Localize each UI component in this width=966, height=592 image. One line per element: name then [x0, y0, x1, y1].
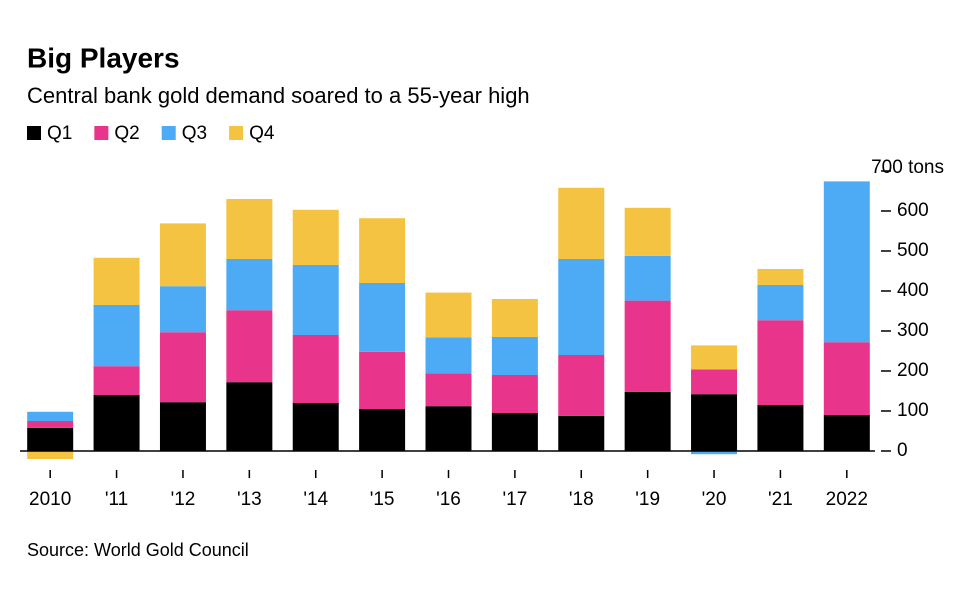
bar-segment [292, 209, 339, 265]
bar-segment [27, 421, 74, 428]
legend-swatch [27, 126, 41, 140]
bar-segment [624, 207, 671, 256]
x-tick-label: '19 [635, 489, 660, 510]
bar-segment [159, 332, 206, 403]
legend-label: Q3 [182, 123, 207, 144]
y-tick-label: 700 tons [871, 157, 944, 178]
legend-label: Q4 [249, 123, 275, 144]
bar-segment [359, 283, 406, 352]
x-tick-label: '13 [237, 489, 262, 510]
y-tick-label: 200 [897, 360, 929, 381]
bar-segment [691, 369, 738, 395]
bar-segment [159, 286, 206, 333]
bar-segment [691, 394, 738, 451]
bar-segment [359, 351, 406, 409]
bar-segment [359, 409, 406, 451]
bar-segment [425, 373, 472, 407]
x-tick-label: '21 [768, 489, 793, 510]
y-tick-label: 100 [897, 400, 929, 421]
x-tick-label: '11 [105, 489, 128, 510]
bar-segment [558, 355, 605, 416]
bar-segment [425, 292, 472, 338]
bar-segment [757, 405, 804, 451]
bar-segment [159, 402, 206, 451]
y-tick-label: 300 [897, 320, 929, 341]
legend-swatch [229, 126, 244, 140]
bar-segment [226, 310, 273, 383]
bar-segment [93, 257, 140, 305]
bar-segment [624, 300, 671, 392]
bar-segment [823, 415, 870, 451]
bar-segment [491, 299, 538, 337]
bar-segment [558, 187, 605, 259]
x-tick-label: '17 [503, 489, 528, 510]
bar-segment [757, 269, 804, 285]
bar-segment [359, 218, 406, 283]
x-tick-label: '14 [303, 489, 328, 510]
x-tick-label: '16 [436, 489, 461, 510]
y-tick-label: 500 [897, 240, 929, 261]
bar-segment [226, 199, 273, 259]
bar-segment [226, 259, 273, 311]
bar-segment [292, 335, 339, 403]
x-tick-label: '18 [569, 489, 594, 510]
bar-segment [425, 406, 472, 451]
bar-segment [624, 391, 671, 451]
bar-segment [757, 320, 804, 405]
legend-label: Q2 [114, 123, 139, 144]
bar-segment [93, 395, 140, 451]
bar-segment [93, 305, 140, 367]
y-tick-label: 0 [897, 440, 908, 461]
bar-segment [823, 181, 870, 343]
chart-title: Big Players [27, 42, 180, 73]
bar-segment [491, 337, 538, 375]
bar-segment [292, 403, 339, 451]
legend-swatch [161, 126, 176, 140]
y-tick-label: 600 [897, 200, 929, 221]
x-tick-label: '12 [171, 489, 196, 510]
bar-segment [491, 375, 538, 413]
x-tick-label: '20 [702, 489, 727, 510]
bar-segment [27, 411, 74, 421]
bar-segment [691, 345, 738, 370]
bar-segment [425, 337, 472, 374]
legend-label: Q1 [47, 123, 72, 144]
bar-segment [27, 427, 74, 451]
bar-segment [93, 366, 140, 395]
legend-swatch [94, 126, 109, 140]
bar-segment [226, 382, 273, 451]
bar-segment [159, 223, 206, 287]
y-tick-label: 400 [897, 280, 929, 301]
chart-subtitle: Central bank gold demand soared to a 55-… [27, 83, 530, 108]
source: Source: World Gold Council [27, 540, 249, 560]
bar-segment [823, 342, 870, 415]
bar-segment [27, 451, 74, 459]
bar-segment [491, 413, 538, 451]
bar-segment [624, 255, 671, 301]
bar-segment [558, 415, 605, 451]
x-tick-label: 2022 [826, 489, 868, 510]
x-tick-label: 2010 [29, 489, 71, 510]
x-tick-label: '15 [370, 489, 395, 510]
bar-segment [757, 285, 804, 321]
bar-segment [292, 265, 339, 335]
bar-segment [691, 451, 738, 455]
bar-segment [558, 259, 605, 355]
